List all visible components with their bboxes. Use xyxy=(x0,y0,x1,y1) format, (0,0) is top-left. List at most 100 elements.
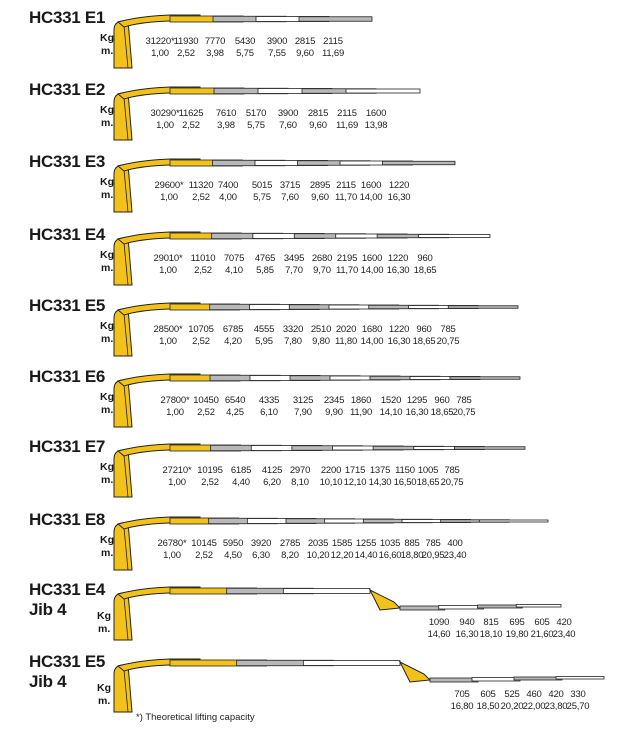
capacity-value: 705 xyxy=(454,689,470,700)
reach-value: 7,60 xyxy=(281,192,299,203)
reach-value: 11,70 xyxy=(334,192,358,203)
jib-extension-section xyxy=(429,677,479,683)
capacity-value: 605 xyxy=(534,617,550,628)
crane-diagram xyxy=(113,586,562,641)
capacity-value: 3495 xyxy=(283,253,305,264)
capacity-value: 1860 xyxy=(350,395,372,406)
reach-value: 1,00 xyxy=(151,48,169,59)
model-name-line1: HC331 E6 xyxy=(29,367,106,386)
capacity-value: 960 xyxy=(434,395,450,406)
boom-extension-section xyxy=(298,16,373,22)
column-ram xyxy=(123,527,129,571)
reach-value: 6,10 xyxy=(260,407,278,418)
capacity-value: 31220* xyxy=(145,36,175,47)
capacity-value: 2115 xyxy=(323,36,343,47)
boom-extension-section xyxy=(478,519,549,523)
crane-diagram xyxy=(113,516,549,571)
jib-extension-section xyxy=(515,604,562,608)
reach-value: 20,75 xyxy=(452,407,476,418)
model-row: HC331 E5 Kg m. 28500* 1,00 10705 2,52 6785 4,20 4… xyxy=(0,296,624,366)
model-row: HC331 E2 Kg m. 30290* 1,00 11625 2,52 7610 3,98 5… xyxy=(0,80,624,150)
column-ram xyxy=(123,597,129,641)
capacity-value: 7610 xyxy=(215,108,237,119)
crane-column xyxy=(113,91,133,141)
reach-value: 4,25 xyxy=(226,407,244,418)
unit-kg-label: Kg xyxy=(100,32,114,44)
model-row: HC331 E8 Kg m. 26780* 1,00 10145 2,52 5950 4,50 3… xyxy=(0,510,624,580)
unit-kg-label: Kg xyxy=(100,104,114,116)
boom-extension-section xyxy=(345,88,421,94)
reach-value: 9,60 xyxy=(311,192,329,203)
footnote: *) Theoretical lifting capacity xyxy=(136,712,255,723)
capacity-value: 3900 xyxy=(266,36,288,47)
capacity-value: 420 xyxy=(556,617,572,628)
jib-extension-section xyxy=(471,677,521,682)
capacity-value: 2815 xyxy=(294,36,316,47)
reach-value: 18,80 xyxy=(400,550,424,561)
column-ram xyxy=(123,25,129,69)
reach-value: 16,30 xyxy=(455,629,479,640)
boom-extension-section xyxy=(418,234,491,238)
capacity-value: 605 xyxy=(480,689,496,700)
reach-value: 11,69 xyxy=(321,48,345,59)
unit-kg-label: Kg xyxy=(100,534,114,546)
reach-value: 3,98 xyxy=(217,120,235,131)
capacity-value: 3920 xyxy=(250,538,272,549)
reach-value: 8,10 xyxy=(291,477,309,488)
reach-value: 7,60 xyxy=(279,120,297,131)
capacity-value: 2035 xyxy=(307,538,329,549)
capacity-value: 29010* xyxy=(153,253,183,264)
reach-value: 20,20 xyxy=(500,701,524,712)
reach-value: 18,65 xyxy=(416,477,440,488)
reach-value: 1,00 xyxy=(159,265,177,276)
reach-value: 7,55 xyxy=(268,48,286,59)
reach-value: 7,90 xyxy=(294,407,312,418)
capacity-value: 460 xyxy=(526,689,542,700)
reach-value: 4,40 xyxy=(232,477,250,488)
crane-column xyxy=(113,236,133,286)
capacity-value: 10705 xyxy=(188,324,214,335)
model-name-line2: Jib 4 xyxy=(29,672,67,691)
capacity-value: 11625 xyxy=(178,108,204,119)
model-row: HC331 E4 Jib 4 Kg m. 1090 14,60 940 16,30 815 18,… xyxy=(0,580,624,650)
capacity-value: 1295 xyxy=(406,395,428,406)
column-ram xyxy=(123,169,129,213)
model-name: HC331 E3 xyxy=(29,152,105,172)
crane-column xyxy=(113,378,133,428)
model-name: HC331 E7 xyxy=(29,437,105,457)
capacity-value: 2970 xyxy=(289,465,311,476)
reach-value: 4,10 xyxy=(225,265,243,276)
capacity-value: 4555 xyxy=(253,324,275,335)
reach-value: 14,60 xyxy=(427,629,451,640)
capacity-value: 785 xyxy=(440,324,456,335)
crane-diagram xyxy=(113,302,519,357)
reach-value: 19,80 xyxy=(505,629,529,640)
reach-value: 10,10 xyxy=(319,477,343,488)
unit-m-label: m. xyxy=(101,117,114,129)
reach-value: 5,95 xyxy=(255,336,273,347)
capacity-value: 1520 xyxy=(380,395,402,406)
reach-value: 1,00 xyxy=(160,192,178,203)
crane-column xyxy=(113,307,133,357)
reach-value: 4,50 xyxy=(224,550,242,561)
reach-value: 16,30 xyxy=(386,265,410,276)
capacity-value: 1375 xyxy=(369,465,391,476)
capacity-value: 3900 xyxy=(277,108,299,119)
model-name-line1: HC331 E5 xyxy=(29,652,106,671)
unit-kg-label: Kg xyxy=(97,682,111,694)
reach-value: 1,00 xyxy=(159,336,177,347)
capacity-value: 27210* xyxy=(162,465,192,476)
reach-value: 11,70 xyxy=(335,265,359,276)
unit-m-label: m. xyxy=(101,45,114,57)
reach-value: 6,20 xyxy=(263,477,281,488)
capacity-value: 3125 xyxy=(292,395,314,406)
column-ram xyxy=(123,313,129,357)
capacity-value: 4765 xyxy=(254,253,276,264)
capacity-value: 11930 xyxy=(173,36,199,47)
reach-value: 5,85 xyxy=(256,265,274,276)
model-name-line1: HC331 E5 xyxy=(29,296,106,315)
reach-value: 12,20 xyxy=(330,550,354,561)
unit-kg-label: Kg xyxy=(100,461,114,473)
reach-value: 2,52 xyxy=(192,192,210,203)
reach-value: 2,52 xyxy=(195,550,213,561)
